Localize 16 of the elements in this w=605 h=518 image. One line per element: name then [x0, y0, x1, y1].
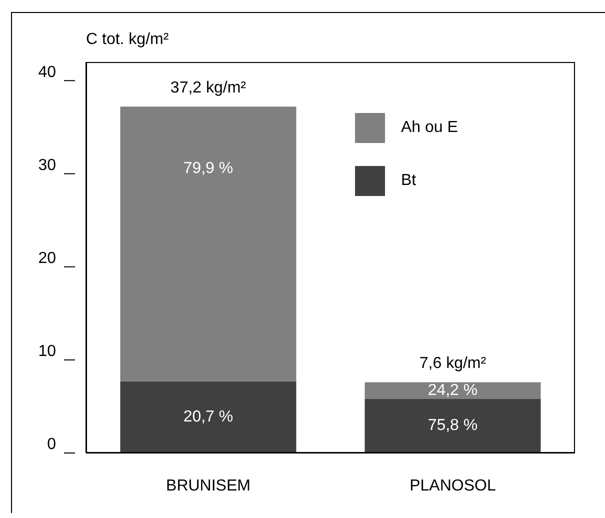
legend-label: Bt — [401, 172, 416, 190]
x-tick-label: BRUNISEM — [166, 477, 250, 494]
annotation: 75,8 % — [428, 417, 478, 434]
x-tick-label: PLANOSOL — [410, 477, 496, 494]
y-tick-label: 40 — [38, 64, 56, 81]
annotation: 24,2 % — [428, 382, 478, 399]
y-tick-label: 20 — [38, 250, 56, 268]
y-tick-label: 0 — [47, 436, 56, 454]
total-label: 7,6 kg/m² — [419, 355, 487, 372]
total-label: 37,2 kg/m² — [170, 80, 247, 97]
y-tick-label: 10 — [38, 343, 56, 360]
legend-label: Ah ou E — [401, 119, 458, 137]
annotation: 79,9 % — [183, 160, 234, 177]
y-axis-title: C tot. kg/m² — [86, 31, 169, 49]
y-tick-label: 30 — [38, 156, 56, 174]
annotation: 20,7 % — [183, 408, 234, 426]
